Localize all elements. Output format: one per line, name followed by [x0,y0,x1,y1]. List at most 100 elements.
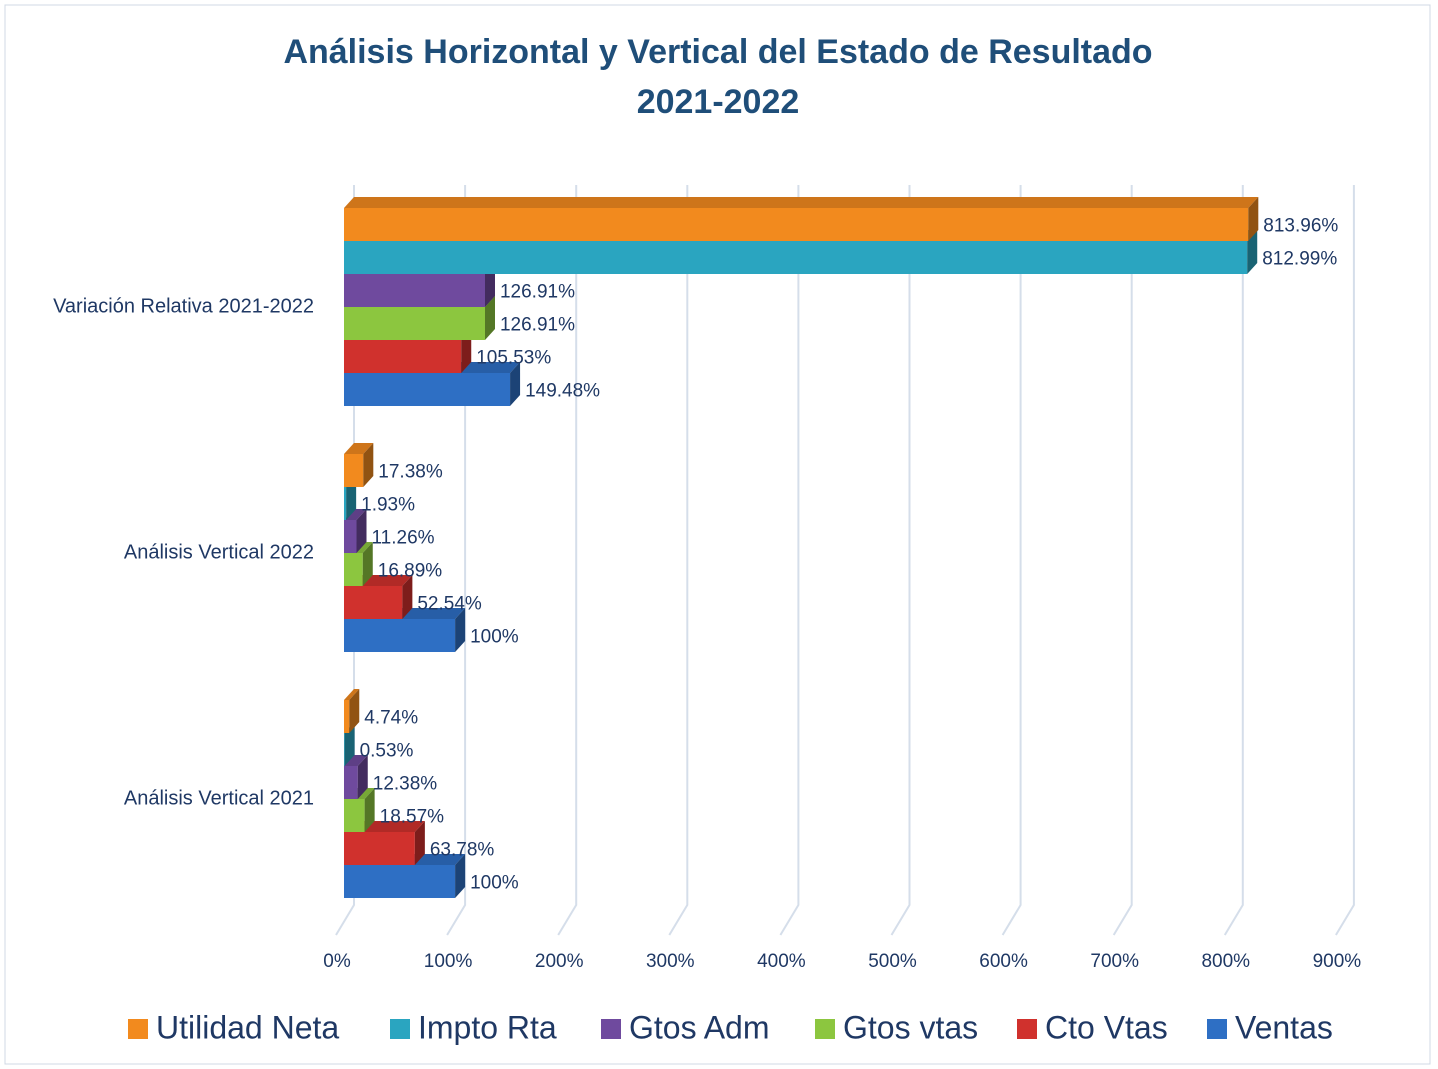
bar-front [344,553,363,586]
bar-side [364,788,375,832]
bar [344,509,367,553]
value-label: 12.38% [373,774,438,795]
chart-title: Análisis Horizontal y Vertical del Estad… [283,33,1152,71]
x-tick-label: 400% [757,951,806,972]
value-label: 100% [470,873,519,894]
legend-swatch [815,1019,835,1039]
legend-swatch [601,1019,621,1039]
bar-front [344,454,364,487]
value-label: 812.99% [1262,249,1337,270]
bar-front [344,832,415,865]
x-tick-label: 900% [1313,951,1362,972]
value-label: 1.93% [361,495,415,516]
bar-side [484,296,495,340]
legend-swatch [390,1019,410,1039]
value-label: 105.53% [476,348,551,369]
value-label: 100% [470,627,519,648]
legend-label: Gtos vtas [843,1009,978,1045]
chart-title: 2021-2022 [637,83,800,121]
bar-top [344,755,368,766]
bar-front [344,766,358,799]
bar-side [1248,197,1259,241]
bar-front [344,340,462,373]
value-label: 17.38% [378,462,443,483]
grid-line [890,185,911,936]
legend-swatch [128,1019,148,1039]
grid-line [1001,185,1022,936]
value-label: 4.74% [364,708,418,729]
x-tick-label: 0% [323,951,351,972]
grid-line [1112,185,1133,936]
bar-side [362,542,373,586]
x-tick-label: 200% [535,951,584,972]
legend-swatch [1017,1019,1037,1039]
bar-front [344,487,347,520]
bar-front [344,586,403,619]
category-label: Variación Relativa 2021-2022 [53,295,314,317]
bar-side [357,755,368,799]
bar-front [344,700,350,733]
bar-top [344,689,360,700]
grid-line [1223,185,1244,936]
grid-line [335,185,355,936]
category-label: Análisis Vertical 2022 [124,541,314,563]
legend-label: Impto Rta [418,1009,557,1045]
legend-label: Gtos Adm [629,1009,770,1045]
value-label: 126.91% [500,282,575,303]
legend-label: Ventas [1235,1009,1333,1045]
bar-top [344,509,367,520]
bar-top [344,197,1259,208]
value-label: 126.91% [500,315,575,336]
bar-side [455,608,466,652]
value-label: 18.57% [380,807,445,828]
x-tick-label: 600% [979,951,1028,972]
value-label: 52.54% [417,594,482,615]
bar-front [344,865,456,898]
bar-front [344,208,1249,241]
bar [344,575,413,619]
bar-side [1247,230,1258,274]
bar-side [363,443,374,487]
value-label: 813.96% [1263,216,1338,237]
bar-front [344,274,485,307]
chart-border [4,4,1431,1065]
grid-line [557,185,578,936]
category-label: Análisis Vertical 2021 [124,787,314,809]
x-tick-label: 700% [1090,951,1139,972]
grid-line [668,185,689,936]
bar [344,755,368,799]
bar-side [402,575,413,619]
value-label: 63.78% [430,840,495,861]
x-tick-label: 800% [1201,951,1250,972]
value-label: 0.53% [360,741,414,762]
bar-front [344,241,1248,274]
grid-line [779,185,800,936]
bar-side [455,854,466,898]
x-tick-label: 300% [646,951,695,972]
bar-front [344,799,365,832]
bar-side [414,821,425,865]
bar-side [349,689,360,733]
bar-front [344,520,357,553]
value-label: 11.26% [372,528,435,549]
bar [344,542,373,586]
x-tick-label: 100% [424,951,473,972]
bar-front [344,373,511,406]
bar-front [344,733,345,766]
legend-label: Utilidad Neta [156,1009,339,1045]
legend-label: Cto Vtas [1045,1009,1168,1045]
bar [344,689,360,733]
legend-swatch [1207,1019,1227,1039]
bar-front [344,307,485,340]
bar [344,443,374,487]
grid-line [1335,185,1355,936]
grid-line [446,185,467,936]
bar-side [510,362,521,406]
bar-top [344,443,374,454]
bar [344,197,1259,241]
value-label: 16.89% [378,561,443,582]
value-label: 149.48% [525,381,600,402]
x-tick-label: 500% [868,951,917,972]
bar-front [344,619,456,652]
